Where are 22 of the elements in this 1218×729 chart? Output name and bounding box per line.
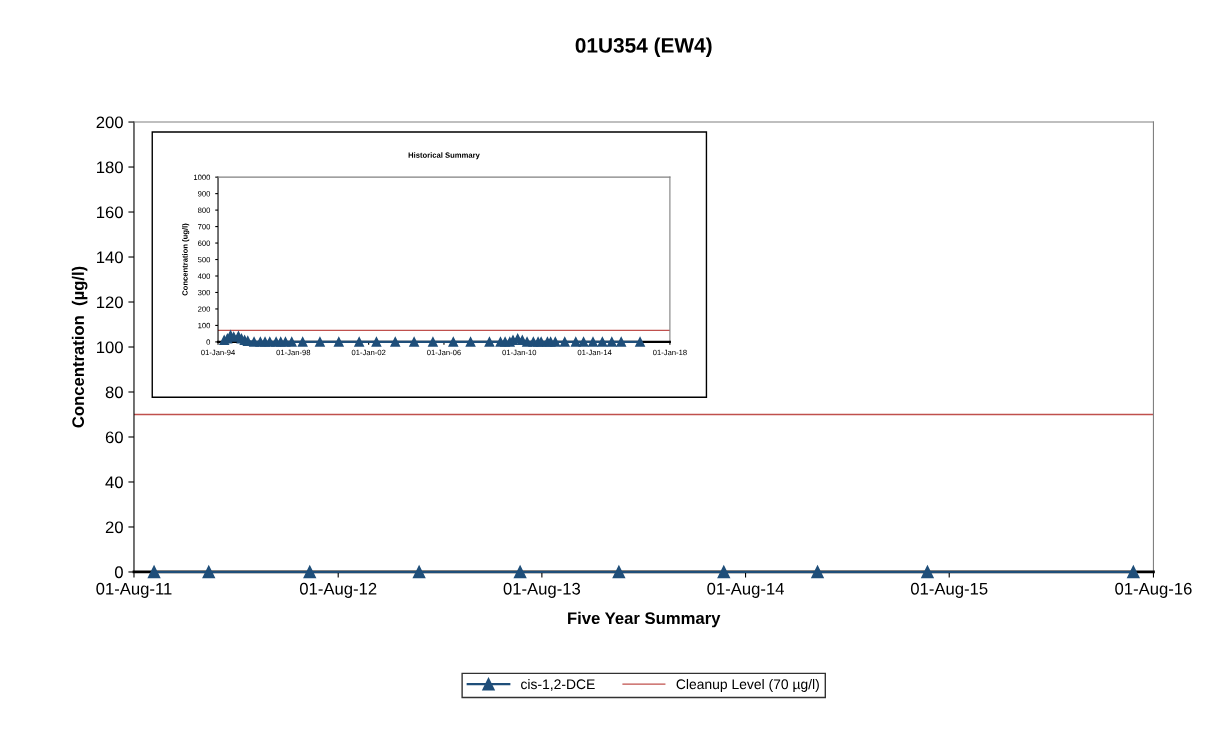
x-axis-title: Five Year Summary [568,611,721,628]
x-tick-label: 01-Aug-16 [1115,582,1192,598]
y-tick-label: 180 [97,161,123,174]
x-tick-label: 01-Aug-11 [96,582,172,598]
y-tick-label: 200 [96,116,123,129]
x-tick-label: 01-Aug-14 [707,582,784,598]
x-tick-label: 01-Aug-13 [503,582,581,598]
x-tick-label: 01-Aug-12 [299,582,377,598]
y-tick-label: 60 [105,431,123,444]
y-tick-label: 100 [97,341,123,354]
legend-label: cis-1,2-DCE [521,678,595,691]
x-tick-label: 01-Aug-15 [910,582,988,598]
y-tick-label: 40 [105,476,123,489]
y-tick-label: 140 [97,251,123,264]
y-tick-label: 120 [97,296,123,309]
y-tick-label: 80 [105,386,123,399]
y-axis-title: Concentration (µg/l) [71,266,88,428]
chart-title: 01U354 (EW4) [575,37,712,57]
y-tick-label: 20 [105,521,123,534]
y-tick-label: 0 [114,566,123,579]
y-tick-label: 160 [97,206,123,219]
legend-label: Cleanup Level (70 µg/l) [676,678,819,692]
